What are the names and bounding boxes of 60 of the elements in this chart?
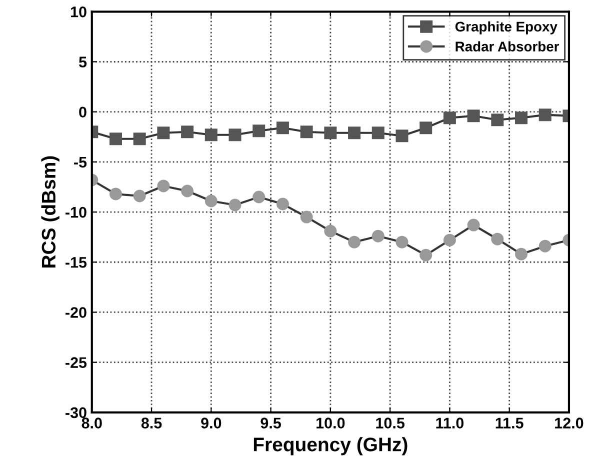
- point: [228, 128, 242, 142]
- point: [300, 126, 313, 138]
- point: [491, 232, 504, 246]
- point: [276, 122, 289, 134]
- point: [252, 190, 266, 204]
- point: [324, 126, 337, 140]
- point: [133, 132, 146, 146]
- point: [157, 126, 170, 140]
- y-tick-label: -15: [66, 257, 87, 268]
- y-tick-label: 10: [70, 6, 86, 18]
- point: [324, 224, 337, 238]
- point: [204, 128, 218, 142]
- point: [491, 114, 504, 126]
- point: [181, 126, 194, 138]
- point: [420, 122, 432, 134]
- point: [372, 230, 384, 242]
- point: [348, 236, 361, 248]
- y-tick-label: -5: [74, 156, 87, 168]
- point: [515, 248, 528, 260]
- point: [372, 126, 384, 140]
- point: [228, 198, 242, 212]
- y-tick-label: 5: [78, 56, 87, 68]
- x-tick-label: 11.0: [436, 418, 464, 428]
- point: [538, 108, 552, 122]
- point: [467, 218, 480, 232]
- point: [300, 210, 313, 224]
- y-tick-label: 0: [79, 106, 86, 118]
- point: [467, 110, 480, 122]
- x-tick-label: 8.0: [82, 418, 102, 428]
- x-tick-label: 12.0: [555, 418, 584, 428]
- point: [348, 126, 361, 140]
- y-tick-label: -30: [66, 407, 86, 418]
- y-axis-title: RCS (dBsm): [41, 156, 60, 268]
- point: [420, 248, 432, 262]
- x-axis-title: Frequency (GHz): [254, 437, 408, 456]
- x-tick-label: 9.5: [260, 418, 281, 428]
- point: [396, 236, 408, 248]
- point: [396, 130, 408, 142]
- point: [109, 188, 122, 200]
- x-tick-label: 9.0: [201, 418, 222, 428]
- x-tick-label: 8.5: [141, 418, 162, 428]
- point: [181, 184, 194, 198]
- point: [515, 112, 528, 124]
- legend-label: Graphite Epoxy: [455, 21, 558, 34]
- point: [109, 132, 122, 146]
- legend-label: Radar Absorber: [456, 41, 560, 52]
- y-tick-label: -10: [66, 206, 86, 218]
- y-tick-label: -25: [66, 357, 87, 368]
- point: [157, 180, 170, 192]
- point: [204, 194, 218, 208]
- x-tick-label: 11.5: [496, 418, 524, 428]
- point: [252, 124, 266, 138]
- point: [443, 112, 456, 124]
- x-tick-label: 10.0: [316, 418, 345, 428]
- y-tick-label: -20: [66, 307, 86, 318]
- point: [443, 234, 456, 246]
- x-tick-label: 10.5: [376, 418, 405, 428]
- point: [133, 190, 146, 202]
- point: [276, 198, 289, 210]
- point: [538, 240, 552, 252]
